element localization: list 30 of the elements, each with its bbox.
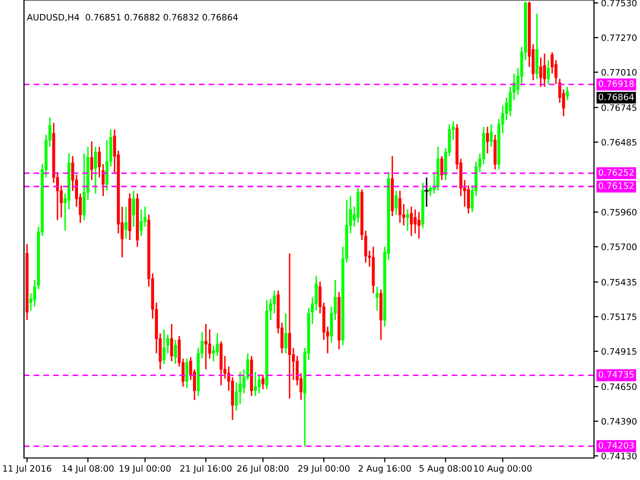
x-tick-label: 10 Aug 00:00 — [474, 465, 532, 474]
x-tick-label: 26 Jul 08:00 — [237, 464, 289, 474]
y-tick-label: 0.75960 — [602, 208, 637, 216]
ref-line-label: 0.74203 — [598, 442, 634, 449]
x-tick-label: 21 Jul 16:00 — [180, 464, 232, 474]
candlestick — [424, 176, 429, 208]
x-tick-label: 5 Aug 08:00 — [420, 465, 472, 474]
x-tick-label: 2 Aug 16:00 — [358, 465, 411, 474]
ref-line-label: 0.76918 — [598, 80, 634, 87]
y-tick-label: 0.74650 — [602, 383, 637, 390]
y-tick-label: 0.75700 — [602, 244, 637, 250]
text: AUDUSD,H4 0.76851 0.76882 0.76832 0.76864 — [26, 14, 238, 22]
y-tick-label: 0.75175 — [602, 313, 636, 320]
y-tick-label: 0.75435 — [602, 278, 636, 286]
ref-line-label: 0.74735 — [598, 371, 634, 378]
text: 0.76864 — [598, 94, 634, 100]
ref-line-label: 0.76252 — [598, 169, 634, 176]
y-tick-label: 0.76745 — [602, 104, 636, 111]
x-tick-label: 29 Jul 00:00 — [298, 464, 350, 474]
y-tick-label: 0.77010 — [602, 69, 637, 76]
y-tick-label: 0.74915 — [602, 348, 636, 355]
ref-line-label: 0.76152 — [598, 182, 634, 190]
y-tick-label: 0.74130 — [602, 452, 637, 460]
y-tick-label: 0.76485 — [602, 138, 636, 146]
y-tick-label: 0.77270 — [602, 34, 637, 42]
y-tick-label: 0.77530 — [602, 0, 637, 6]
x-tick-label: 11 Jul 2016 — [3, 464, 52, 474]
y-tick-label: 0.74390 — [602, 418, 637, 425]
x-tick-label: 14 Jul 08:00 — [62, 464, 114, 474]
x-tick-label: 19 Jul 00:00 — [120, 464, 171, 474]
